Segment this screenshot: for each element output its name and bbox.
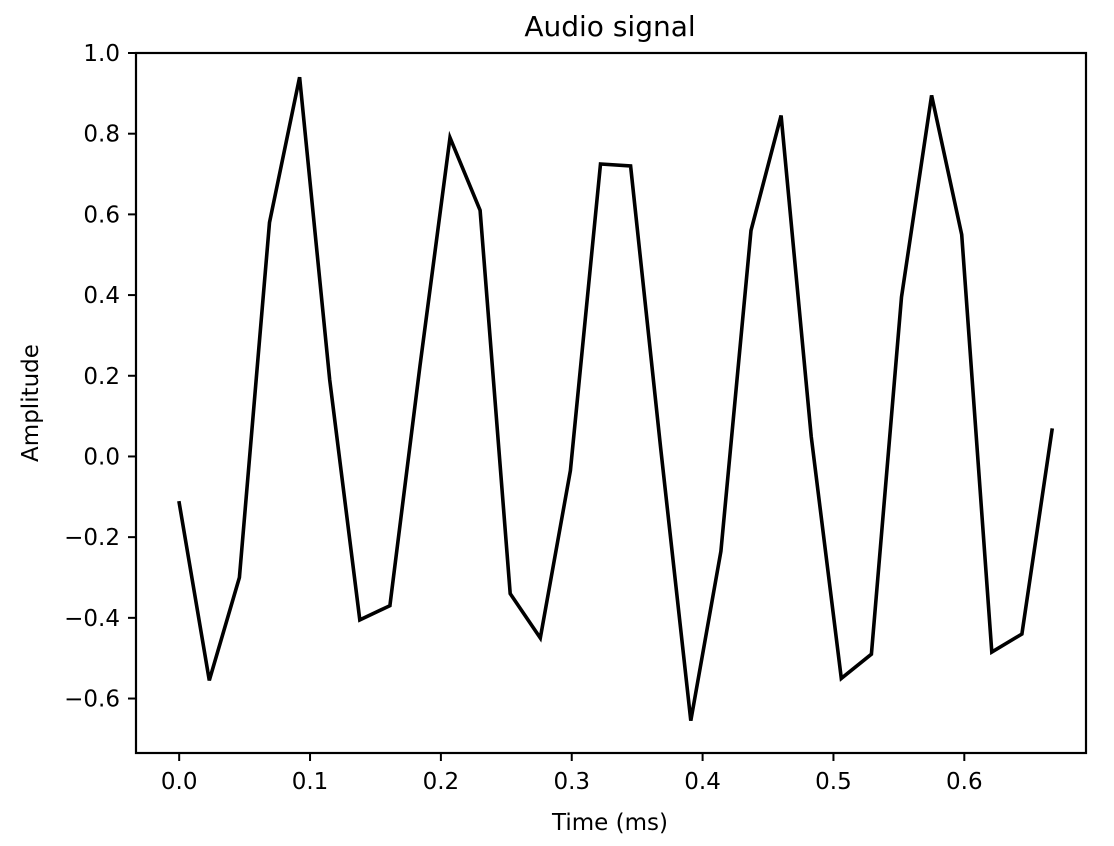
y-tick-label: −0.4	[64, 606, 120, 632]
y-tick-label: −0.2	[64, 525, 120, 551]
y-tick-label: 0.4	[83, 283, 120, 309]
x-tick-label: 0.5	[815, 769, 852, 795]
x-tick-label: 0.4	[684, 769, 721, 795]
y-axis-label: Amplitude	[18, 344, 44, 462]
plot-line-group	[177, 76, 1055, 722]
x-tick-label: 0.2	[423, 769, 460, 795]
x-tick-label: 0.1	[292, 769, 329, 795]
y-tick-label: 0.0	[83, 444, 120, 470]
x-tick-label: 0.3	[553, 769, 590, 795]
plot-frame	[134, 51, 1088, 755]
y-tick-label: 0.2	[83, 364, 120, 390]
y-tick-label: −0.6	[64, 687, 120, 713]
y-tick-label: 0.6	[83, 202, 120, 228]
x-tick-label: 0.0	[161, 769, 198, 795]
x-axis-label: Time (ms)	[551, 810, 668, 836]
x-tick-label: 0.6	[946, 769, 983, 795]
chart-title: Audio signal	[524, 10, 695, 43]
signal-line	[177, 76, 1055, 722]
x-axis-ticks: 0.0 0.1 0.2 0.3 0.4 0.5 0.6	[161, 753, 983, 795]
y-tick-label: 0.8	[83, 122, 120, 148]
y-tick-label: 1.0	[83, 41, 120, 67]
y-axis-ticks: 1.0 0.8 0.6 0.4 0.2 0.0 −0.2 −0.4 −0.6	[64, 41, 136, 713]
